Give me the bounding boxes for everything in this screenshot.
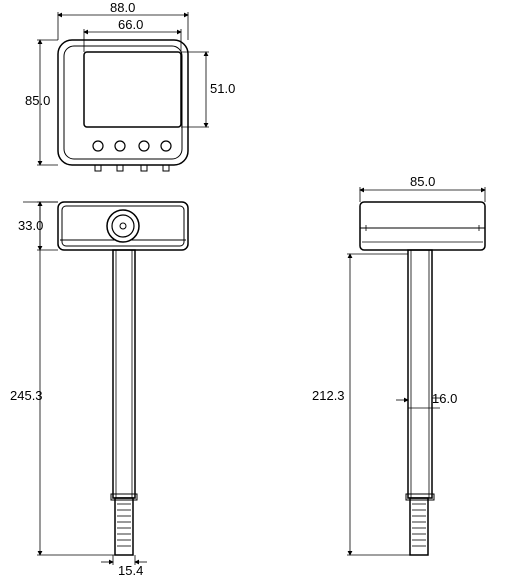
svg-text:85.0: 85.0 (25, 93, 50, 108)
front-view: 88.0 66.0 85.0 51.0 (25, 0, 235, 171)
svg-text:16.0: 16.0 (432, 391, 457, 406)
svg-text:33.0: 33.0 (18, 218, 43, 233)
svg-text:51.0: 51.0 (210, 81, 235, 96)
svg-text:88.0: 88.0 (110, 0, 135, 15)
bottom-view: 33.0 245.3 15.4 (10, 202, 188, 578)
svg-text:212.3: 212.3 (312, 388, 345, 403)
svg-text:85.0: 85.0 (410, 174, 435, 189)
technical-drawing: 88.0 66.0 85.0 51.0 33.0 245.3 15.4 85.0 212.3 16… (0, 0, 529, 583)
svg-text:66.0: 66.0 (118, 17, 143, 32)
svg-text:15.4: 15.4 (118, 563, 143, 578)
svg-text:245.3: 245.3 (10, 388, 43, 403)
side-view: 85.0 212.3 16.0 (312, 174, 485, 555)
